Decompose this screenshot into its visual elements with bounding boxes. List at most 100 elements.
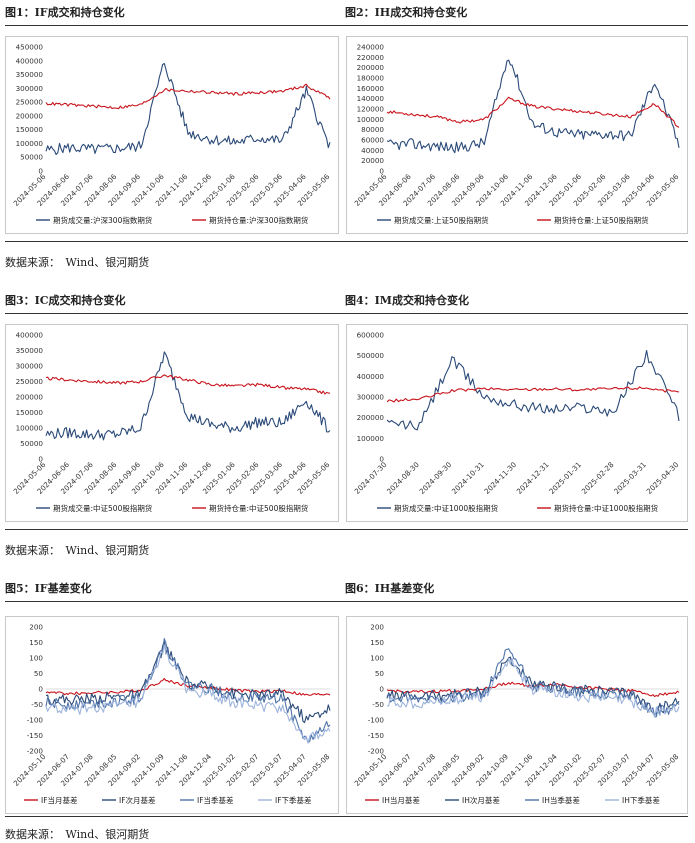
y-tick-label: 50000: [20, 439, 43, 448]
y-tick-label: 60000: [361, 136, 384, 145]
series-line: [45, 83, 331, 110]
title-fig4: 图4：IM成交和持仓变化: [345, 294, 469, 307]
y-tick-label: -100: [27, 716, 44, 725]
series-line: [387, 657, 680, 718]
x-tick-label: 2025-04-30: [645, 460, 681, 496]
y-tick-label: 400000: [16, 56, 44, 65]
legend-label: 期货成交量:沪深300指数期货: [53, 215, 153, 225]
y-tick-label: 350000: [16, 70, 44, 79]
y-tick-label: -200: [27, 747, 44, 756]
chart-svg: 0 50000 100000 150000 200000 250000 300000 3500…: [12, 331, 332, 514]
section-rule: [5, 313, 688, 314]
y-tick-label: 400000: [357, 372, 385, 381]
series-line: [386, 656, 680, 717]
y-tick-label: 0: [38, 167, 43, 176]
x-tick-label: 2024-12-31: [515, 460, 551, 496]
y-tick-label: 100: [370, 654, 384, 663]
x-tick-label: 2025-03-31: [612, 460, 648, 496]
series-line: [45, 637, 331, 744]
legend-label: 期货持仓量:中证1000股指期货: [554, 503, 659, 513]
section-rule: [5, 601, 688, 602]
y-tick-label: 120000: [357, 105, 385, 114]
title-fig3: 图3：IC成交和持仓变化: [5, 294, 126, 307]
chart-panel-1: 0 50000 100000 150000 200000 250000 300000 3500…: [5, 36, 339, 234]
y-tick-label: 200000: [16, 393, 44, 402]
legend-label: IF次月基差: [119, 795, 156, 805]
y-tick-label: 0: [379, 685, 384, 694]
legend-label: IH当季基差: [542, 795, 580, 805]
series-line: [386, 349, 680, 431]
section-rule: [5, 25, 688, 26]
legend-label: IH下季基差: [622, 795, 660, 805]
y-tick-label: 0: [38, 455, 43, 464]
title-fig5: 图5：IF基差变化: [5, 582, 92, 595]
y-tick-label: -150: [368, 731, 385, 740]
legend-label: 期货成交量:中证500股指期货: [53, 503, 153, 513]
y-tick-label: 100000: [16, 139, 44, 148]
x-tick-label: 2024-08-30: [385, 460, 421, 496]
y-tick-label: 100000: [357, 434, 385, 443]
y-tick-label: 250000: [16, 377, 44, 386]
legend-label: IH次月基差: [462, 795, 500, 805]
legend-label: 期货持仓量:沪深300指数期货: [209, 215, 309, 225]
y-tick-label: 200000: [16, 111, 44, 120]
y-tick-label: 50: [34, 669, 44, 678]
title-fig2: 图2：IH成交和持仓变化: [345, 6, 468, 19]
y-tick-label: -150: [27, 731, 44, 740]
series-line: [386, 386, 680, 403]
series-line: [45, 374, 331, 395]
y-tick-label: -100: [368, 716, 385, 725]
chart-panel-2: 0 20000 40000 60000 80000 100000 120000 140000 1…: [346, 36, 688, 234]
y-tick-label: 0: [379, 455, 384, 464]
series-line: [386, 59, 680, 154]
y-tick-label: 250000: [16, 98, 44, 107]
title-fig1: 图1：IF成交和持仓变化: [5, 6, 125, 19]
y-tick-label: 240000: [357, 43, 385, 52]
y-tick-label: 100000: [357, 115, 385, 124]
legend-label: 期货持仓量:中证500股指期货: [209, 503, 309, 513]
y-tick-label: 100: [29, 654, 43, 663]
chart-panel-5: -200 -150 -100 -50 0 50 100 150 200 2024-05-10 202…: [5, 616, 339, 814]
chart-svg: 0 100000 200000 300000 400000 500000 600000 202…: [353, 331, 681, 514]
y-tick-label: 200: [29, 623, 43, 632]
y-tick-label: 150: [29, 638, 43, 647]
y-tick-label: 0: [38, 685, 43, 694]
source-note: 数据来源： Wind、银河期货: [5, 256, 150, 269]
y-tick-label: 450000: [16, 43, 44, 52]
chart-panel-6: -200 -150 -100 -50 0 50 100 150 200 2024-05-10 202…: [346, 616, 688, 814]
y-tick-label: 100000: [16, 424, 44, 433]
section-rule: [5, 529, 688, 530]
y-tick-label: 150: [370, 638, 384, 647]
y-tick-label: -50: [31, 700, 43, 709]
y-tick-label: 50000: [20, 153, 43, 162]
chart-svg: -200-150-100-500501001502002024-05-10202…: [12, 623, 332, 806]
x-tick-label: 2024-07-30: [353, 460, 389, 496]
y-tick-label: 220000: [357, 53, 385, 62]
x-tick-label: 2024-09-30: [417, 460, 453, 496]
y-tick-label: 200000: [357, 413, 385, 422]
y-tick-label: 20000: [361, 156, 384, 165]
y-tick-label: 150000: [16, 408, 44, 417]
y-tick-label: 200000: [357, 63, 385, 72]
x-tick-label: 2025-01-31: [547, 460, 583, 496]
series-line: [45, 640, 331, 724]
y-tick-label: 160000: [357, 84, 385, 93]
x-tick-label: 2025-02-28: [580, 460, 616, 496]
series-line: [386, 648, 680, 718]
y-tick-label: -50: [372, 700, 384, 709]
section-rule: [5, 241, 688, 242]
title-fig6: 图6：IH基差变化: [345, 582, 435, 595]
y-tick-label: 500000: [357, 351, 385, 360]
legend-label: IH当月基差: [382, 795, 420, 805]
chart-svg: 0200004000060000800001000001200001400001…: [353, 43, 681, 226]
legend-label: 期货持仓量:上证50股指期货: [554, 215, 649, 225]
x-tick-label: 2024-11-30: [482, 460, 518, 496]
y-tick-label: 300000: [16, 362, 44, 371]
series-line: [45, 351, 331, 441]
y-tick-label: 40000: [361, 146, 384, 155]
y-tick-label: 350000: [16, 346, 44, 355]
y-tick-label: 300000: [357, 393, 385, 402]
source-note: 数据来源： Wind、银河期货: [5, 828, 150, 841]
legend-label: 期货成交量:上证50股指期货: [394, 215, 489, 225]
section-rule: [5, 816, 688, 817]
